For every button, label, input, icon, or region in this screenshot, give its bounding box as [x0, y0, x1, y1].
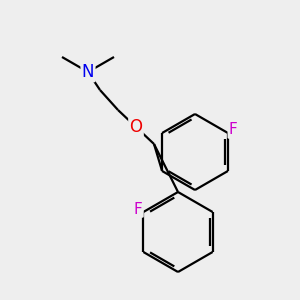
- Text: F: F: [229, 122, 238, 137]
- Text: O: O: [130, 118, 142, 136]
- Text: F: F: [134, 202, 142, 217]
- Text: N: N: [82, 63, 94, 81]
